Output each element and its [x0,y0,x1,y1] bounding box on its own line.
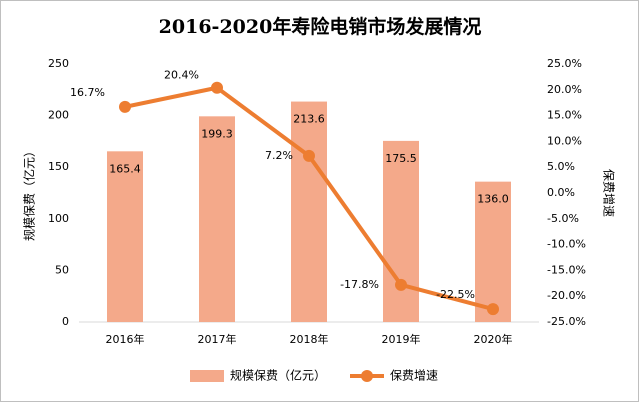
bar-value-label: 136.0 [477,193,509,206]
bar [383,140,419,322]
line-marker [487,303,499,316]
bar [475,181,511,322]
legend-label: 规模保费（亿元） [230,368,326,383]
chart-title: 2016-2020年寿险电销市场发展情况 [159,15,482,38]
y2-tick-label: -15.0% [547,263,586,276]
y-tick-label: 50 [55,263,69,276]
line-marker [119,100,131,113]
line-marker [395,278,407,291]
y2-tick-label: 10.0% [547,134,582,147]
y2-tick-label: -5.0% [547,212,579,225]
line-value-label: 7.2% [265,149,293,162]
line-value-label: -17.8% [340,278,379,291]
y-tick-label: 0 [62,315,69,328]
line-value-label: 20.4% [164,69,199,82]
legend-swatch [190,370,224,382]
x-tick-label: 2019年 [382,332,421,346]
y2-tick-label: -25.0% [547,315,586,328]
bar [107,151,143,322]
y-tick-label: 100 [48,212,69,225]
legend-swatch-marker [361,370,373,382]
bar-value-label: 175.5 [385,152,417,165]
x-tick-label: 2016年 [106,332,145,346]
line-marker [303,149,315,162]
x-tick-label: 2017年 [198,332,237,346]
y-tick-label: 150 [48,160,69,173]
line-value-label: 16.7% [70,86,105,99]
bar [199,116,235,322]
y2-axis-title: 保费增速 [602,169,616,217]
bar-value-label: 199.3 [201,127,233,140]
legend-label: 保费增速 [390,369,438,383]
y2-tick-label: 15.0% [547,109,582,122]
bar [291,101,327,323]
bar-value-label: 213.6 [293,113,325,126]
x-tick-label: 2020年 [474,332,513,346]
y2-tick-label: 20.0% [547,83,582,96]
y-tick-label: 250 [48,57,69,70]
line-marker [211,81,223,94]
y2-tick-label: 5.0% [547,160,575,173]
y2-tick-label: -10.0% [547,238,586,251]
y-axis-title: 规模保费（亿元） [22,145,37,241]
y2-tick-label: 0.0% [547,186,575,199]
y2-tick-label: 25.0% [547,57,582,70]
x-tick-label: 2018年 [290,332,329,346]
bar-value-label: 165.4 [109,162,141,175]
y-tick-label: 200 [48,109,69,122]
y2-tick-label: -20.0% [547,289,586,302]
line-value-label: -22.5% [436,288,475,301]
